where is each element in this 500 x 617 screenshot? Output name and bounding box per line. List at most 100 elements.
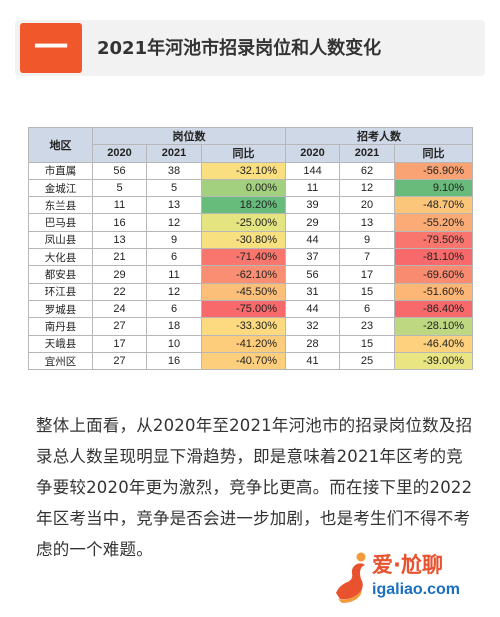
positions-yoy-cell: 0.00% [200,178,287,198]
positions-2021-cell: 6 [146,248,202,267]
recruitment-table: 地区 岗位数 招考人数 2020 2021 同比 2020 2021 同比 市直… [28,126,474,371]
applicants-yoy-cell: -79.50% [394,230,474,250]
positions-2020-cell: 5 [92,178,147,198]
table-row: 罗城县 24 6 -75.00% 44 6 -86.40% [28,299,474,319]
positions-2021-cell: 10 [146,334,202,353]
table-group-header-row: 地区 岗位数 招考人数 [28,126,474,163]
region-cell: 都安县 [28,265,93,284]
region-cell: 凤山县 [28,230,93,250]
applicants-2020-cell: 31 [285,282,341,301]
summary-paragraph: 整体上面看，从2020年至2021年河池市的招录岗位数及招录总人数呈现明显下滑趋… [36,416,473,559]
sub-header-applicants-yoy: 同比 [394,144,474,163]
positions-yoy-cell: -45.50% [200,282,287,301]
positions-yoy-cell: -25.00% [200,213,287,232]
region-cell: 大化县 [28,248,93,267]
sub-header-applicants-2021: 2021 [339,144,396,163]
positions-2020-cell: 16 [92,213,147,232]
applicants-2020-cell: 39 [285,196,341,215]
region-cell: 天峨县 [28,334,93,353]
applicants-2021-cell: 23 [339,317,396,336]
applicants-2020-cell: 41 [285,351,341,371]
applicants-yoy-cell: -51.60% [394,282,474,301]
table-row: 东兰县 11 13 18.20% 39 20 -48.70% [28,196,474,215]
sub-header-positions-2021: 2021 [146,144,202,163]
applicants-2020-cell: 32 [285,317,341,336]
region-header: 地区 [28,127,93,163]
applicants-2021-cell: 12 [339,178,396,198]
positions-2021-cell: 38 [146,161,202,180]
region-cell: 金城江 [28,178,93,198]
positions-yoy-cell: -33.30% [200,317,287,336]
positions-yoy-cell: -41.20% [200,334,287,353]
region-cell: 南丹县 [28,317,93,336]
section-number-badge: 一 [20,23,82,73]
positions-yoy-cell: -71.40% [200,248,287,267]
region-cell: 环江县 [28,282,93,301]
positions-2020-cell: 29 [92,265,147,284]
applicants-yoy-cell: -48.70% [394,196,474,215]
table-row: 都安县 29 11 -62.10% 56 17 -69.60% [28,265,474,284]
watermark-logo: 爱·尬聊 igaliao.com [330,545,495,610]
runner-logo-icon [336,552,366,603]
table-row: 大化县 21 6 -71.40% 37 7 -81.10% [28,248,474,267]
positions-2020-cell: 56 [92,161,147,180]
applicants-yoy-cell: -86.40% [394,299,474,319]
table-row: 巴马县 16 12 -25.00% 29 13 -55.20% [28,213,474,232]
applicants-2020-cell: 28 [285,334,341,353]
positions-2021-cell: 12 [146,282,202,301]
applicants-yoy-cell: -69.60% [394,265,474,284]
positions-yoy-cell: 18.20% [200,196,287,215]
applicants-yoy-cell: -81.10% [394,248,474,267]
applicants-2021-cell: 62 [339,161,396,180]
positions-header: 岗位数 [91,126,287,146]
positions-2020-cell: 27 [92,351,147,371]
table-row: 宜州区 27 16 -40.70% 41 25 -39.00% [28,351,474,371]
positions-2021-cell: 11 [146,265,202,284]
table-row: 环江县 22 12 -45.50% 31 15 -51.60% [28,282,474,301]
table-sub-header-row: 2020 2021 同比 2020 2021 同比 [29,144,474,163]
applicants-yoy-cell: -46.40% [394,334,474,353]
applicants-2021-cell: 9 [339,230,396,250]
positions-2020-cell: 13 [92,230,147,250]
positions-2020-cell: 24 [92,299,147,319]
section-title: 2021年河池市招录岗位和人数变化 [97,38,382,59]
table-row: 天峨县 17 10 -41.20% 28 15 -46.40% [28,334,474,353]
applicants-2021-cell: 15 [339,334,396,353]
positions-yoy-cell: -62.10% [200,265,287,284]
applicants-2020-cell: 44 [285,299,341,319]
positions-2021-cell: 9 [146,230,202,250]
region-cell: 巴马县 [28,213,93,232]
applicants-2021-cell: 7 [339,248,396,267]
applicants-2021-cell: 15 [339,282,396,301]
positions-2021-cell: 12 [146,213,202,232]
applicants-2021-cell: 20 [339,196,396,215]
positions-2021-cell: 16 [146,351,202,371]
table-row: 市直属 56 38 -32.10% 144 62 -56.90% [28,161,474,180]
applicants-2021-cell: 13 [339,213,396,232]
positions-2020-cell: 27 [92,317,147,336]
table-body: 市直属 56 38 -32.10% 144 62 -56.90% 金城江 5 5 0.00% 11 12… [28,161,474,371]
applicants-yoy-cell: -55.20% [394,213,474,232]
positions-2020-cell: 11 [92,196,147,215]
region-cell: 市直属 [28,161,93,180]
applicants-2021-cell: 25 [339,351,396,371]
positions-yoy-cell: -30.80% [200,230,287,250]
applicants-2020-cell: 11 [285,178,341,198]
applicants-2020-cell: 37 [285,248,341,267]
positions-2021-cell: 18 [146,317,202,336]
section-number: 一 [34,28,68,68]
positions-2020-cell: 17 [92,334,147,353]
table-row: 金城江 5 5 0.00% 11 12 9.10% [28,178,474,198]
applicants-2020-cell: 29 [285,213,341,232]
applicants-2021-cell: 17 [339,265,396,284]
positions-2020-cell: 21 [92,248,147,267]
logo-cn-text: 爱·尬聊 [372,553,443,577]
region-cell: 罗城县 [28,299,93,319]
logo-url-text: igaliao.com [372,581,461,598]
applicants-yoy-cell: 9.10% [394,178,474,198]
applicants-2020-cell: 56 [285,265,341,284]
applicants-2020-cell: 44 [285,230,341,250]
positions-yoy-cell: -75.00% [200,299,287,319]
applicants-yoy-cell: -56.90% [394,161,474,180]
section-header: 一 2021年河池市招录岗位和人数变化 [15,20,485,76]
